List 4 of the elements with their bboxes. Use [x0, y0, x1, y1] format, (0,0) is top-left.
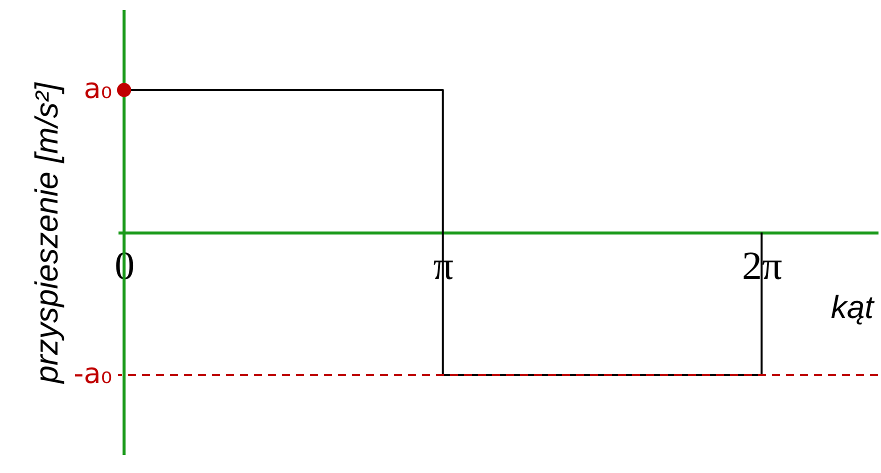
annotation: a₀: [84, 72, 112, 105]
x-axis-title: kąt: [830, 289, 875, 325]
y-axis-title: przyspieszenie [m/s²]: [28, 82, 65, 384]
annotation: -a₀: [74, 357, 112, 390]
